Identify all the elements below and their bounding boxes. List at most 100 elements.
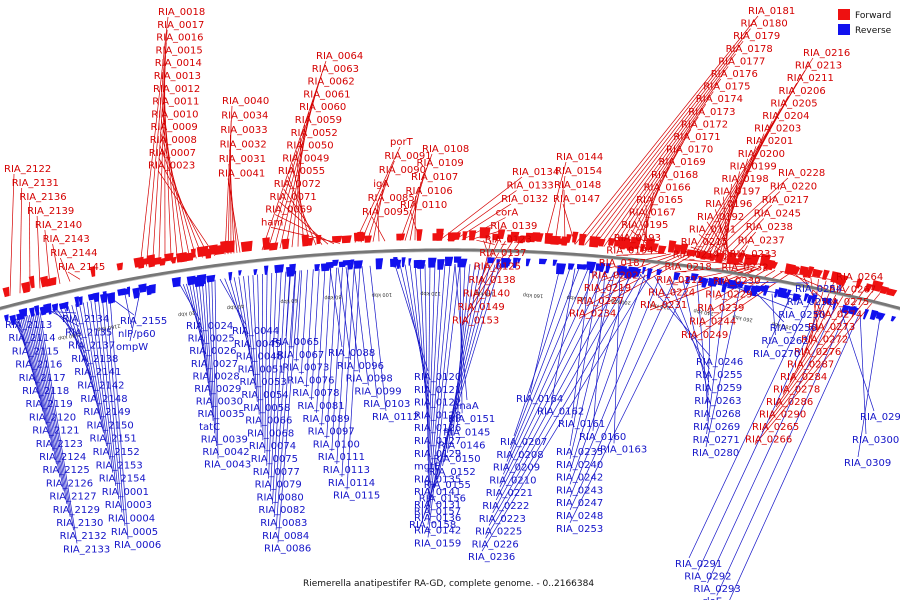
reverse-leader-line [252, 275, 260, 415]
reverse-leader-line [198, 281, 211, 396]
reverse-leader-line [75, 304, 101, 420]
reverse-gene-label: RIA_2151 [90, 434, 137, 445]
reverse-leader-line [268, 272, 277, 479]
reverse-leader-line [79, 303, 104, 433]
reverse-gene-label: RIA_2142 [77, 381, 124, 392]
reverse-gene-label: RIA_0157 [414, 507, 461, 518]
reverse-gene-feature [487, 257, 495, 264]
reverse-gene-label: RIA_0142 [414, 526, 461, 537]
reverse-gene-label: RIA_0078 [292, 388, 339, 399]
scale-label: 260 kbp [732, 313, 753, 322]
reverse-gene-label: RIA_0268 [694, 409, 741, 420]
reverse-leader-line [18, 317, 37, 386]
forward-gene-label: RIA_0175 [703, 82, 750, 93]
forward-leader-line [724, 183, 732, 262]
reverse-leader-line [427, 263, 456, 525]
reverse-leader-line [262, 273, 264, 441]
forward-leader-line [690, 272, 791, 341]
reverse-leader-line [247, 275, 258, 402]
reverse-gene-feature [353, 260, 363, 269]
forward-gene-label: RIA_2122 [4, 164, 51, 175]
forward-gene-label: RIA_0166 [644, 182, 691, 193]
reverse-leader-line [569, 273, 631, 472]
reverse-gene-label: RIA_2115 [12, 346, 59, 357]
reverse-gene-label: RIA_0074 [249, 441, 296, 452]
forward-leader-line [160, 119, 191, 260]
reverse-leader-line [94, 300, 117, 486]
reverse-gene-feature [417, 260, 426, 269]
forward-gene-label: RIA_0170 [666, 145, 713, 156]
reverse-gene-feature [806, 294, 814, 304]
reverse-leader-line [219, 278, 247, 326]
reverse-gene-feature [754, 285, 763, 293]
reverse-leader-line [22, 316, 44, 412]
forward-gene-feature [709, 254, 717, 262]
forward-gene-label: RIA_2143 [43, 234, 90, 245]
forward-gene-feature [510, 231, 520, 242]
forward-gene-label: RIA_0060 [299, 102, 346, 113]
forward-gene-label: RIA_0274 [815, 310, 862, 321]
forward-gene-label: RIA_0231 [640, 300, 687, 311]
reverse-gene-feature [401, 257, 406, 268]
reverse-leader-line [346, 266, 361, 490]
forward-gene-feature [680, 243, 689, 255]
reverse-gene-feature [743, 284, 752, 294]
reverse-leader-line [513, 267, 571, 437]
reverse-leader-line [105, 297, 126, 526]
reverse-leader-line [29, 314, 57, 465]
forward-gene-label: RIA_0059 [295, 115, 342, 126]
reverse-gene-feature [408, 258, 412, 266]
reverse-leader-line [98, 299, 120, 500]
forward-gene-label: RIA_0050 [286, 141, 333, 152]
reverse-gene-label: RIA_0127 [414, 436, 461, 447]
reverse-leader-line [331, 267, 343, 452]
forward-leader-line [36, 215, 41, 289]
reverse-leader-line [839, 307, 875, 412]
reverse-gene-feature [132, 287, 140, 299]
forward-gene-label: RIA_0234 [569, 308, 616, 319]
reverse-gene-feature [29, 307, 35, 317]
forward-gene-label: RIA_0007 [149, 148, 196, 159]
reverse-gene-feature [4, 314, 9, 322]
reverse-leader-line [20, 317, 40, 399]
reverse-leader-line [688, 301, 811, 559]
forward-gene-label: RIA_0169 [659, 157, 706, 168]
reverse-gene-label: RIA_0291 [675, 559, 722, 570]
reverse-leader-line [345, 267, 360, 373]
forward-gene-label: RIA_0286 [766, 397, 813, 408]
reverse-gene-label: RIA_0163 [600, 444, 647, 455]
forward-gene-feature [262, 237, 270, 250]
scale-label: 140 kbp [474, 290, 495, 296]
reverse-leader-line [305, 269, 314, 388]
reverse-gene-feature [437, 259, 445, 270]
reverse-gene-label: RIA_0039 [201, 434, 248, 445]
forward-gene-label: RIA_0197 [713, 187, 760, 198]
forward-gene-feature [737, 252, 746, 263]
reverse-gene-feature [712, 277, 718, 286]
forward-gene-feature [807, 266, 815, 279]
forward-gene-feature [158, 257, 166, 266]
forward-gene-label: RIA_0179 [733, 31, 780, 42]
reverse-gene-label: RIA_0115 [333, 491, 380, 502]
reverse-leader-line [208, 280, 216, 434]
reverse-gene-label: RIA_2126 [46, 478, 93, 489]
forward-gene-feature [792, 265, 800, 275]
forward-gene-label: RIA_0013 [154, 71, 201, 82]
forward-gene-label: RIA_0206 [779, 86, 826, 97]
reverse-leader-line [424, 264, 429, 448]
reverse-leader-line [192, 282, 207, 371]
forward-gene-label: RIA_0211 [787, 73, 834, 84]
forward-gene-feature [865, 283, 873, 292]
forward-leader-line [354, 146, 401, 243]
reverse-gene-label: RIA_0089 [303, 414, 350, 425]
reverse-leader-line [427, 263, 446, 500]
forward-gene-feature [572, 231, 579, 243]
reverse-gene-label: RIA_0145 [443, 427, 490, 438]
forward-leader-line [731, 265, 753, 273]
forward-gene-label: RIA_0016 [156, 33, 203, 44]
reverse-gene-feature [525, 258, 531, 267]
reverse-gene-label: RIA_0300 [852, 435, 899, 446]
reverse-leader-line [270, 272, 282, 492]
reverse-gene-label: RIA_0030 [196, 397, 243, 408]
forward-gene-label: RIA_0108 [422, 144, 469, 155]
